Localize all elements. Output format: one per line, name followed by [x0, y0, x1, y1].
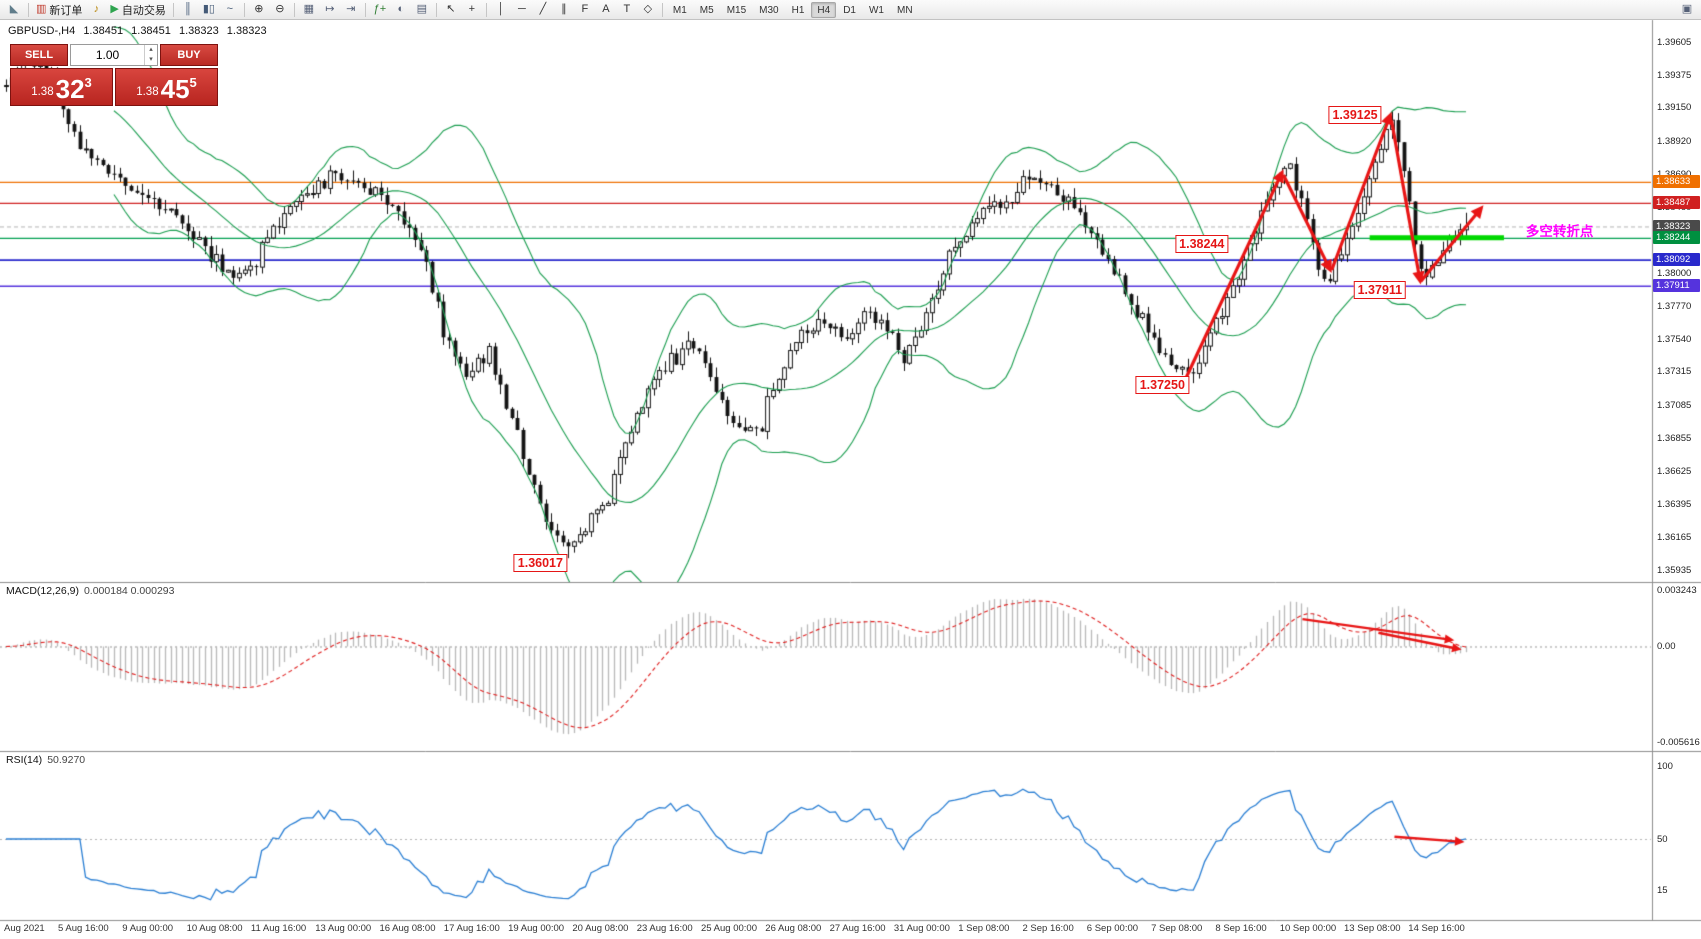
ask-big: 45 — [160, 74, 190, 104]
periods-icon: ◐ — [397, 3, 405, 15]
timeframe-m1[interactable]: M1 — [672, 4, 687, 16]
chart-candles-button[interactable]: ▮▯ — [199, 1, 219, 19]
symbol-marker-button[interactable]: ◣ — [4, 1, 24, 19]
window-layout-icon: ▣ — [1681, 3, 1693, 15]
indicators-icon: ƒ+ — [373, 3, 387, 15]
timeframe-h4[interactable]: H4 — [811, 1, 837, 18]
chart-shift-icon: ⇥ — [346, 3, 356, 15]
crosshair-button[interactable]: + — [462, 1, 482, 19]
templates-icon: ▤ — [416, 3, 428, 15]
toolbar-separator — [172, 2, 174, 17]
auto-trading-label: 自动交易 — [121, 4, 166, 17]
tile-windows-button[interactable]: ▦ — [299, 1, 319, 19]
symbol-marker-icon: ◣ — [9, 3, 19, 15]
chart-bars-icon: ║ — [183, 3, 192, 15]
timeframe-m15[interactable]: M15 — [726, 4, 747, 16]
volume-input[interactable] — [71, 45, 144, 65]
trendline-icon: ╱ — [539, 3, 547, 15]
ask-prefix: 1.38 — [136, 86, 159, 98]
periods-button[interactable]: ◐ — [391, 1, 411, 19]
volume-spinner: ▴ ▾ — [144, 45, 157, 65]
text-button[interactable]: A — [596, 1, 616, 19]
chart-bars-button[interactable]: ║ — [178, 1, 198, 19]
toolbar-separator — [243, 2, 245, 17]
zoom-out-button[interactable]: ⊖ — [270, 1, 290, 19]
tile-windows-icon: ▦ — [303, 3, 315, 15]
toolbar-separator — [28, 2, 29, 17]
new-order-label: 新订单 — [49, 4, 83, 17]
sell-button[interactable]: SELL — [10, 44, 68, 66]
templates-button[interactable]: ▤ — [412, 1, 432, 19]
auto-scroll-icon: ↦ — [325, 3, 335, 15]
new-order-button[interactable]: ▥ 新订单 — [33, 1, 85, 19]
toolbar-separator — [661, 2, 663, 17]
trendline-button[interactable]: ╱ — [533, 1, 553, 19]
bid-prefix: 1.38 — [31, 86, 54, 98]
horizontal-line-icon: ─ — [517, 3, 526, 15]
timeframe-d1[interactable]: D1 — [843, 4, 856, 16]
timeframe-m30[interactable]: M30 — [759, 4, 779, 16]
volume-box: ▴ ▾ — [70, 44, 158, 66]
zoom-in-button[interactable]: ⊕ — [249, 1, 269, 19]
channel-icon: ∥ — [561, 3, 567, 15]
auto-scroll-button[interactable]: ↦ — [320, 1, 340, 19]
vertical-line-icon: │ — [497, 3, 505, 15]
toolbar-separator — [435, 2, 437, 17]
ask-price[interactable]: 1.38 45 5 — [115, 68, 218, 106]
chart-line-icon: ~ — [226, 3, 234, 15]
toolbar-separator — [485, 2, 487, 17]
bid-price[interactable]: 1.38 32 3 — [10, 68, 113, 106]
auto-trading-icon: ▶ — [110, 3, 119, 15]
text-label-button[interactable]: T — [617, 1, 637, 19]
auto-trading-button[interactable]: ▶ 自动交易 — [107, 1, 168, 19]
crosshair-icon: + — [468, 3, 476, 15]
cursor-button[interactable]: ↖ — [441, 1, 461, 19]
vertical-line-button[interactable]: │ — [491, 1, 511, 19]
timeframe-w1[interactable]: W1 — [868, 4, 884, 16]
channel-button[interactable]: ∥ — [554, 1, 574, 19]
indicators-button[interactable]: ƒ+ — [370, 1, 390, 19]
toolbar: ◣ ▥ 新订单 ♪ ▶ 自动交易 ║ ▮▯ ~ ⊕ ⊖ ▦ ↦ ⇥ ƒ+ ◐ ▤ ↖ + │ ─ ╱ ∥ F A T ◇ M1 M5 M1… — [0, 0, 1701, 20]
volume-spin-down-icon[interactable]: ▾ — [149, 56, 153, 63]
chart-shift-button[interactable]: ⇥ — [341, 1, 361, 19]
buy-button[interactable]: BUY — [160, 44, 218, 66]
text-icon: A — [602, 3, 610, 15]
chart-candles-icon: ▮▯ — [202, 3, 215, 15]
zoom-in-icon: ⊕ — [254, 3, 264, 15]
volume-spin-up-icon[interactable]: ▴ — [149, 46, 153, 53]
toolbar-separator — [364, 2, 366, 17]
alerts-icon: ♪ — [93, 3, 100, 15]
ask-sup: 5 — [189, 75, 197, 90]
toolbar-separator — [293, 2, 295, 17]
bid-sup: 3 — [84, 75, 92, 90]
new-order-icon: ▥ — [36, 3, 47, 15]
text-label-icon: T — [623, 3, 631, 15]
window-layout-button[interactable]: ▣ — [1677, 1, 1697, 19]
timeframe-m5[interactable]: M5 — [699, 4, 714, 16]
fibonacci-button[interactable]: F — [575, 1, 595, 19]
zoom-out-icon: ⊖ — [275, 3, 285, 15]
chart-line-button[interactable]: ~ — [220, 1, 240, 19]
bid-big: 32 — [55, 74, 85, 104]
fibonacci-icon: F — [581, 3, 589, 15]
timeframe-mn[interactable]: MN — [896, 4, 913, 16]
timeframe-h1[interactable]: H1 — [791, 4, 805, 16]
alerts-button[interactable]: ♪ — [86, 1, 106, 19]
cursor-icon: ↖ — [446, 3, 456, 15]
horizontal-line-button[interactable]: ─ — [512, 1, 532, 19]
shapes-button[interactable]: ◇ — [638, 1, 658, 19]
shapes-icon: ◇ — [643, 3, 653, 15]
